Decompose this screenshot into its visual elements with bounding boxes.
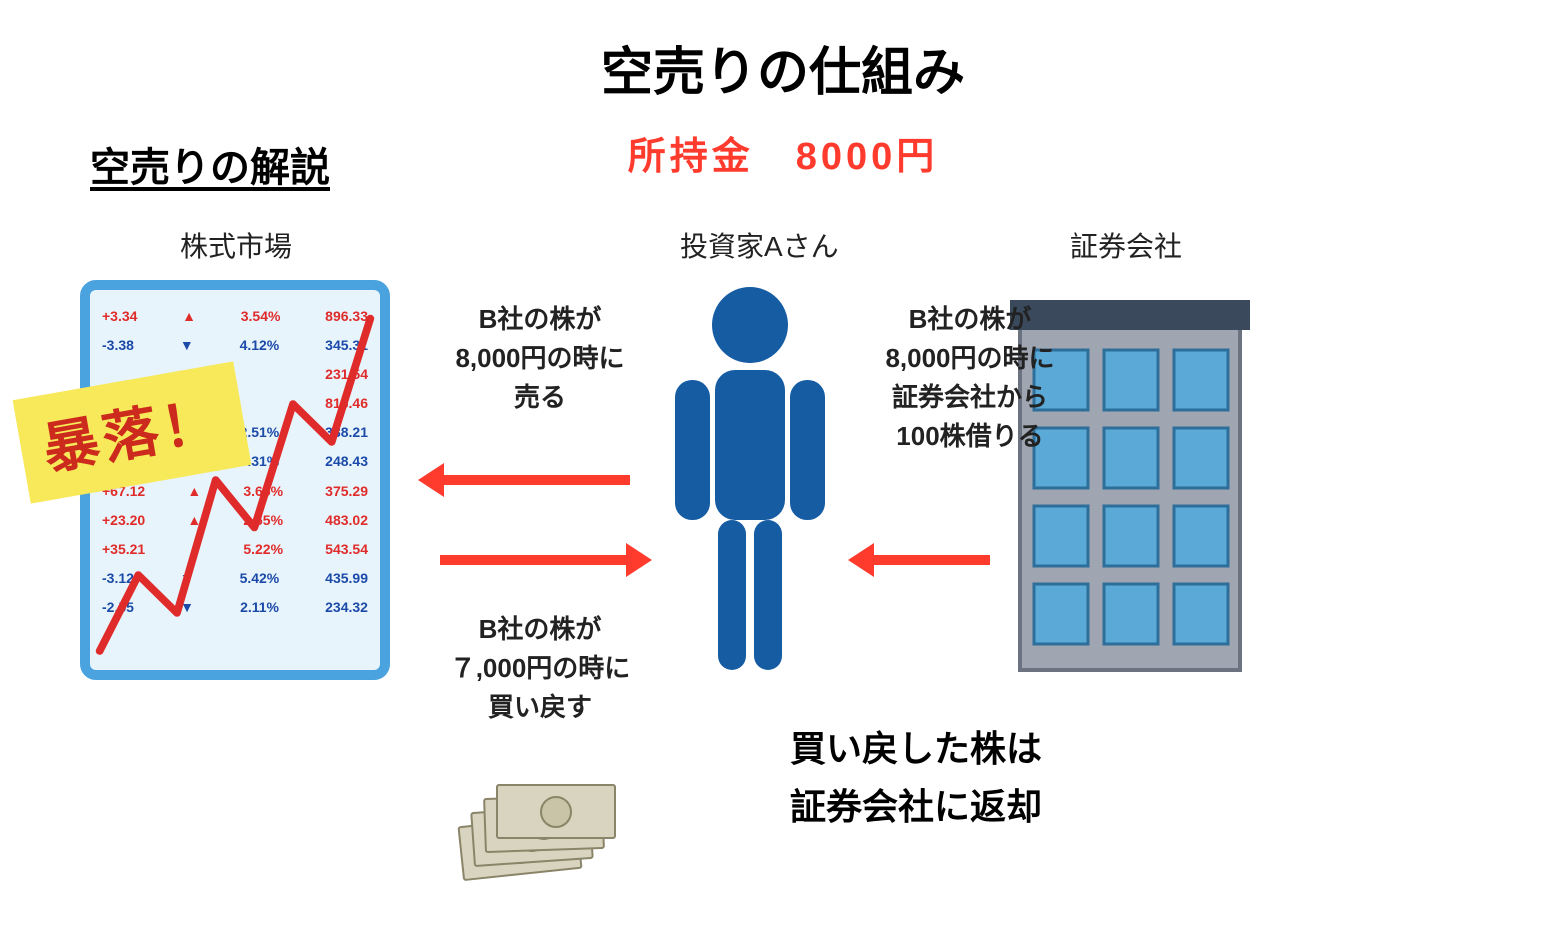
bottom-text: 買い戻した株は証券会社に返却 <box>790 720 1042 835</box>
arrow-buyback-from-market <box>440 555 630 565</box>
market-row: -3.12▼5.42%435.99 <box>98 564 372 593</box>
flow-text-buyback: B社の株が７,000円の時に買い戻す <box>420 610 660 727</box>
flow-text-borrow: B社の株が8,000円の時に証券会社から100株借りる <box>850 300 1090 456</box>
market-row: -3.38▼4.12%345.31 <box>98 331 372 360</box>
side-title: 空売りの解説 <box>90 135 330 193</box>
money-icon <box>460 770 620 890</box>
market-row: +35.21▲5.22%543.54 <box>98 535 372 564</box>
investor-icon <box>660 280 840 680</box>
market-row: +3.34▲3.54%896.33 <box>98 302 372 331</box>
flow-text-sell: B社の株が8,000円の時に売る <box>420 300 660 417</box>
arrow-borrow-from-broker <box>870 555 990 565</box>
market-label: 株式市場 <box>180 225 292 265</box>
market-row: -2.55▼2.11%234.32 <box>98 593 372 622</box>
broker-label: 証券会社 <box>1070 225 1182 265</box>
subtitle: 所持金 8000円 <box>628 125 939 180</box>
investor-label: 投資家Aさん <box>680 225 839 265</box>
market-row: +23.20▲2.65%483.02 <box>98 506 372 535</box>
main-title: 空売りの仕組み <box>601 30 965 105</box>
arrow-sell-to-market <box>440 475 630 485</box>
